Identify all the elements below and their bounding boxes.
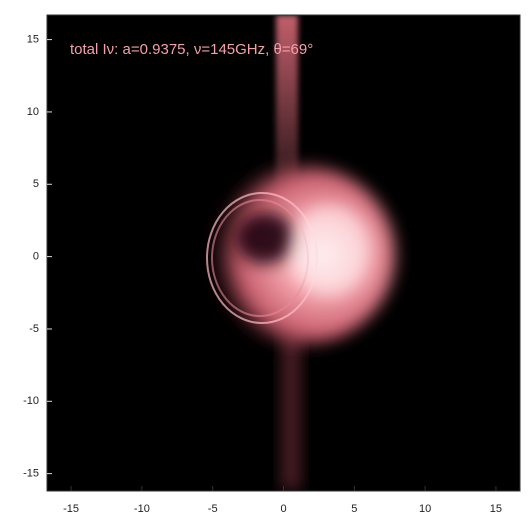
- y-tick-label: -10: [23, 395, 39, 407]
- y-tick-label: 15: [27, 34, 39, 46]
- y-tick-label: -15: [23, 468, 39, 480]
- x-tick-label: -5: [208, 503, 218, 515]
- y-tick-label: -5: [29, 323, 39, 335]
- x-tick-label: -15: [63, 503, 79, 515]
- y-tick-label: 0: [33, 251, 39, 263]
- x-tick-label: 15: [490, 503, 502, 515]
- intensity-image: [205, 15, 395, 490]
- x-tick-label: 5: [351, 503, 357, 515]
- chart-title: total Iν: a=0.9375, ν=145GHz, θ=69°: [70, 41, 313, 58]
- x-tick-label: 0: [280, 503, 286, 515]
- y-tick-label: 10: [27, 106, 39, 118]
- x-tick-label: -10: [134, 503, 150, 515]
- x-tick-label: 10: [419, 503, 431, 515]
- y-tick-label: 5: [33, 178, 39, 190]
